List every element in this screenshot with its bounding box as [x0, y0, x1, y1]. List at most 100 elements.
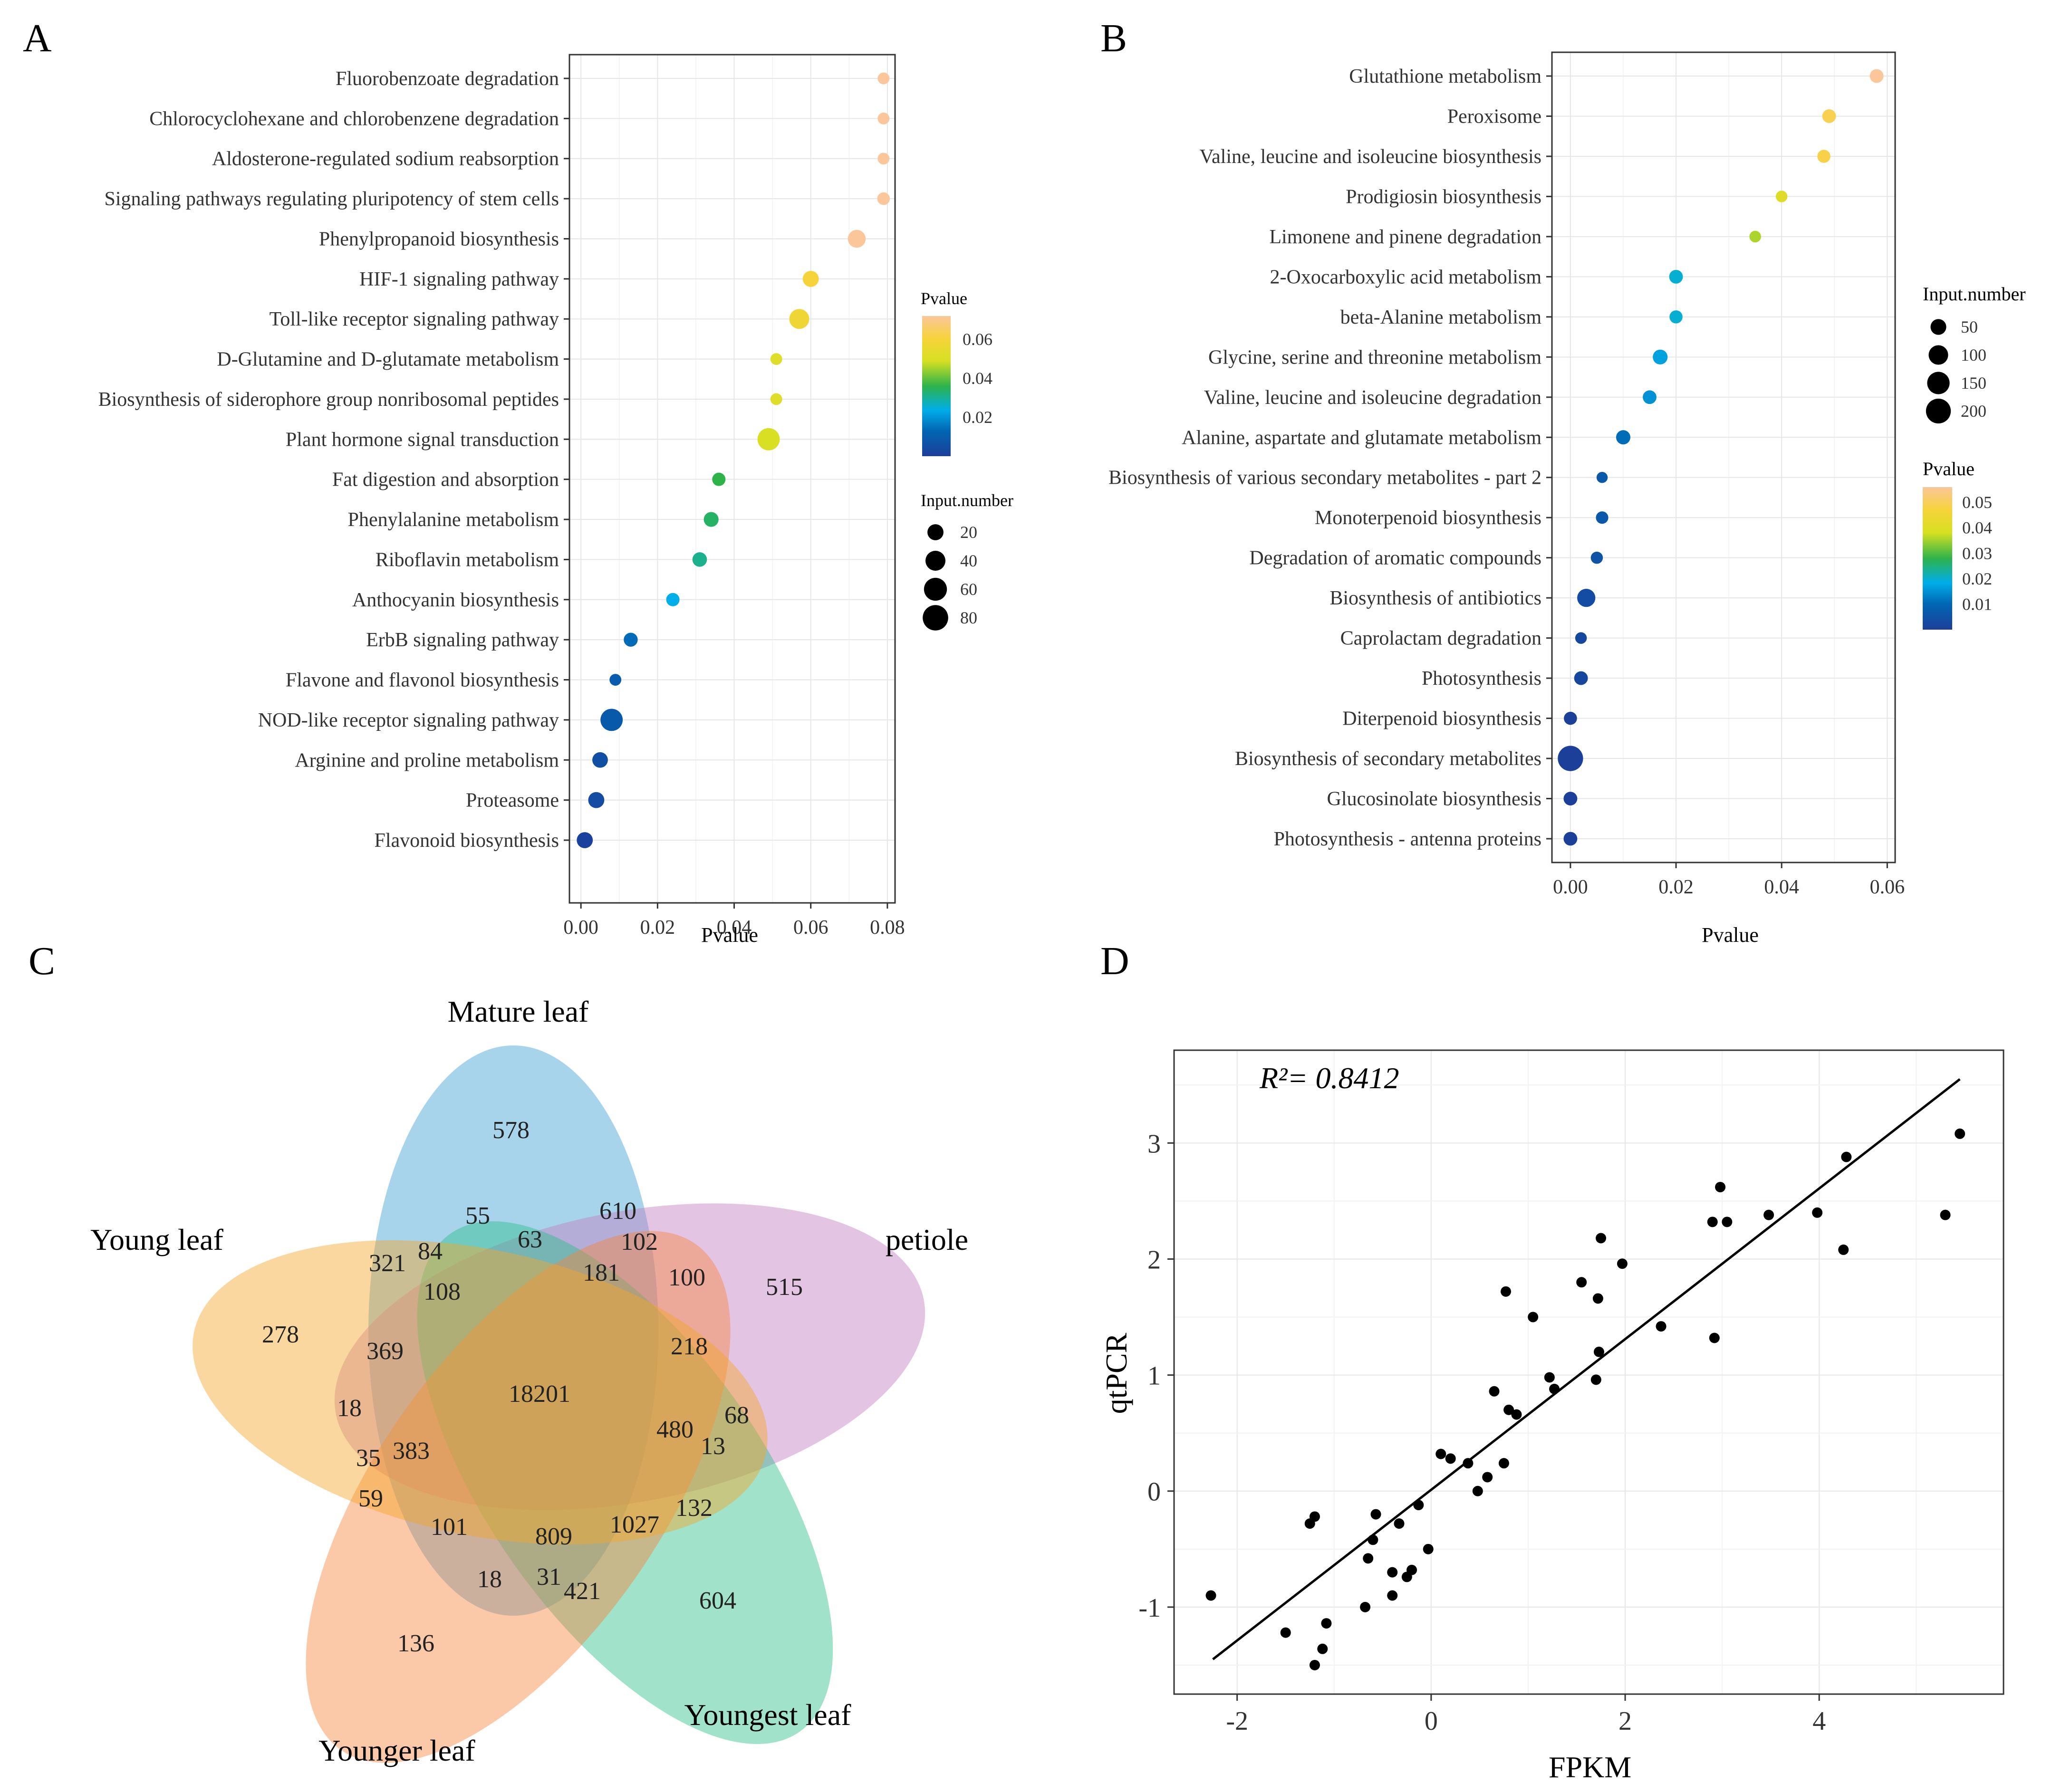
category-label: Diterpenoid biosynthesis [1342, 708, 1541, 730]
dot [588, 792, 605, 808]
dot [1563, 792, 1578, 805]
dot [1669, 310, 1683, 324]
panel-b-plot-border [1551, 51, 1896, 863]
x-tick-label: 2 [1618, 1706, 1632, 1736]
panel-b-colorbar [1923, 487, 1952, 630]
category-label: Glycine, serine and threonine metabolism [1208, 346, 1541, 368]
scatter-point [1413, 1500, 1424, 1511]
venn-count: 578 [492, 1117, 530, 1144]
venn-count: 101 [431, 1514, 468, 1541]
venn-count: 84 [418, 1238, 443, 1265]
panel-label-c: C [29, 939, 55, 983]
panel-a-size-legend-title: Input.number [921, 491, 1013, 510]
dot [770, 353, 782, 365]
dot [1596, 511, 1609, 524]
dot [802, 270, 819, 287]
dot [1574, 671, 1588, 685]
scatter-point [1528, 1312, 1539, 1322]
venn-count: 604 [699, 1587, 736, 1614]
panel-d-y-ticks: -1 0 1 2 3 [1138, 1129, 1174, 1623]
dot [877, 72, 890, 85]
dot [703, 512, 719, 527]
venn-count: 102 [621, 1228, 658, 1255]
size-key-dot [927, 524, 944, 540]
category-label: D-Glutamine and D-glutamate metabolism [217, 349, 559, 371]
dot [1669, 269, 1683, 284]
venn-count: 321 [369, 1250, 406, 1277]
scatter-point [1370, 1509, 1381, 1520]
panel-label-b: B [1100, 16, 1127, 60]
scatter-point [1511, 1409, 1522, 1420]
scatter-point [1445, 1453, 1456, 1464]
scatter-point [1576, 1277, 1587, 1288]
dot [1590, 551, 1603, 564]
panel-b-size-legend: Input.number 50 100 150 200 [1923, 283, 2026, 424]
category-label: Proteasome [466, 790, 559, 812]
panel-c-venn: Mature leaf petiole Youngest leaf Younge… [90, 995, 968, 1767]
scatter-point [1656, 1321, 1667, 1332]
venn-set-younger-leaf [306, 1231, 731, 1763]
scatter-point [1503, 1404, 1514, 1415]
category-label: Plant hormone signal transduction [286, 429, 559, 450]
panel-a-color-legend-title: Pvalue [921, 289, 967, 308]
dot [712, 472, 726, 486]
x-tick-label: 0.04 [1764, 876, 1799, 898]
scatter-point [1463, 1458, 1474, 1469]
category-label: Degradation of aromatic compounds [1249, 547, 1541, 569]
scatter-point [1592, 1293, 1603, 1304]
scatter-point [1955, 1128, 1965, 1139]
scatter-point [1309, 1659, 1320, 1670]
scatter-point [1763, 1209, 1774, 1220]
dot [770, 393, 782, 405]
dot [1564, 711, 1577, 725]
category-label: Fluorobenzoate degradation [336, 68, 559, 90]
y-tick-label: -1 [1138, 1593, 1161, 1623]
venn-label-youngest-leaf: Youngest leaf [684, 1698, 852, 1732]
dot [757, 428, 780, 450]
dot [1558, 746, 1583, 771]
venn-count: 18 [337, 1395, 362, 1422]
panel-b-colorbar-ticks: 0.05 0.04 0.03 0.02 0.01 [1952, 493, 1992, 613]
category-label: Flavone and flavonol biosynthesis [286, 670, 559, 691]
x-tick-label: 0.00 [563, 917, 598, 939]
venn-count: 35 [356, 1445, 381, 1472]
venn-label-younger-leaf: Younger leaf [318, 1734, 475, 1767]
x-tick-label: 0.00 [1553, 876, 1588, 898]
panel-d-plot-border [1173, 1049, 2004, 1695]
category-label: HIF-1 signaling pathway [359, 268, 559, 290]
x-tick-label: -2 [1226, 1706, 1248, 1736]
category-label: Limonene and pinene degradation [1269, 226, 1541, 248]
venn-set-young-leaf [193, 1240, 768, 1545]
category-label: Biosynthesis of secondary metabolites [1235, 748, 1541, 770]
scatter-point [1838, 1244, 1849, 1255]
venn-label-mature-leaf: Mature leaf [448, 995, 589, 1028]
venn-count: 421 [564, 1578, 601, 1605]
colorbar-tick-label: 0.05 [1962, 493, 1992, 512]
category-label: Aldosterone-regulated sodium reabsorptio… [212, 148, 559, 170]
dot [877, 192, 890, 205]
y-tick-label: 3 [1147, 1129, 1161, 1159]
panel-b-grid [1552, 52, 1895, 862]
panel-d-points [1205, 1128, 1965, 1670]
scatter-point [1544, 1372, 1555, 1383]
venn-count: 480 [656, 1416, 694, 1443]
x-tick-label: 0.02 [640, 917, 675, 939]
size-key-label: 150 [1961, 374, 1986, 393]
panel-d-grid [1174, 1050, 2004, 1694]
size-key-dot [1930, 319, 1946, 335]
venn-count: 108 [424, 1278, 461, 1305]
category-label: Biosynthesis of various secondary metabo… [1108, 467, 1541, 489]
dot [1563, 832, 1578, 846]
panel-a-size-legend: Input.number 20 40 60 80 [921, 491, 1013, 631]
category-label: Arginine and proline metabolism [295, 749, 559, 771]
panel-d-trend-line [1212, 1078, 1961, 1660]
x-tick-label: 0.06 [793, 917, 829, 939]
scatter-point [1812, 1207, 1823, 1218]
category-label: 2-Oxocarboxylic acid metabolism [1270, 266, 1542, 288]
venn-set-petiole [334, 1203, 925, 1510]
venn-count: 63 [518, 1226, 542, 1253]
x-tick-label: 0 [1425, 1706, 1438, 1736]
category-label: NOD-like receptor signaling pathway [258, 709, 559, 731]
scatter-point [1435, 1448, 1446, 1459]
dot [1616, 430, 1630, 445]
